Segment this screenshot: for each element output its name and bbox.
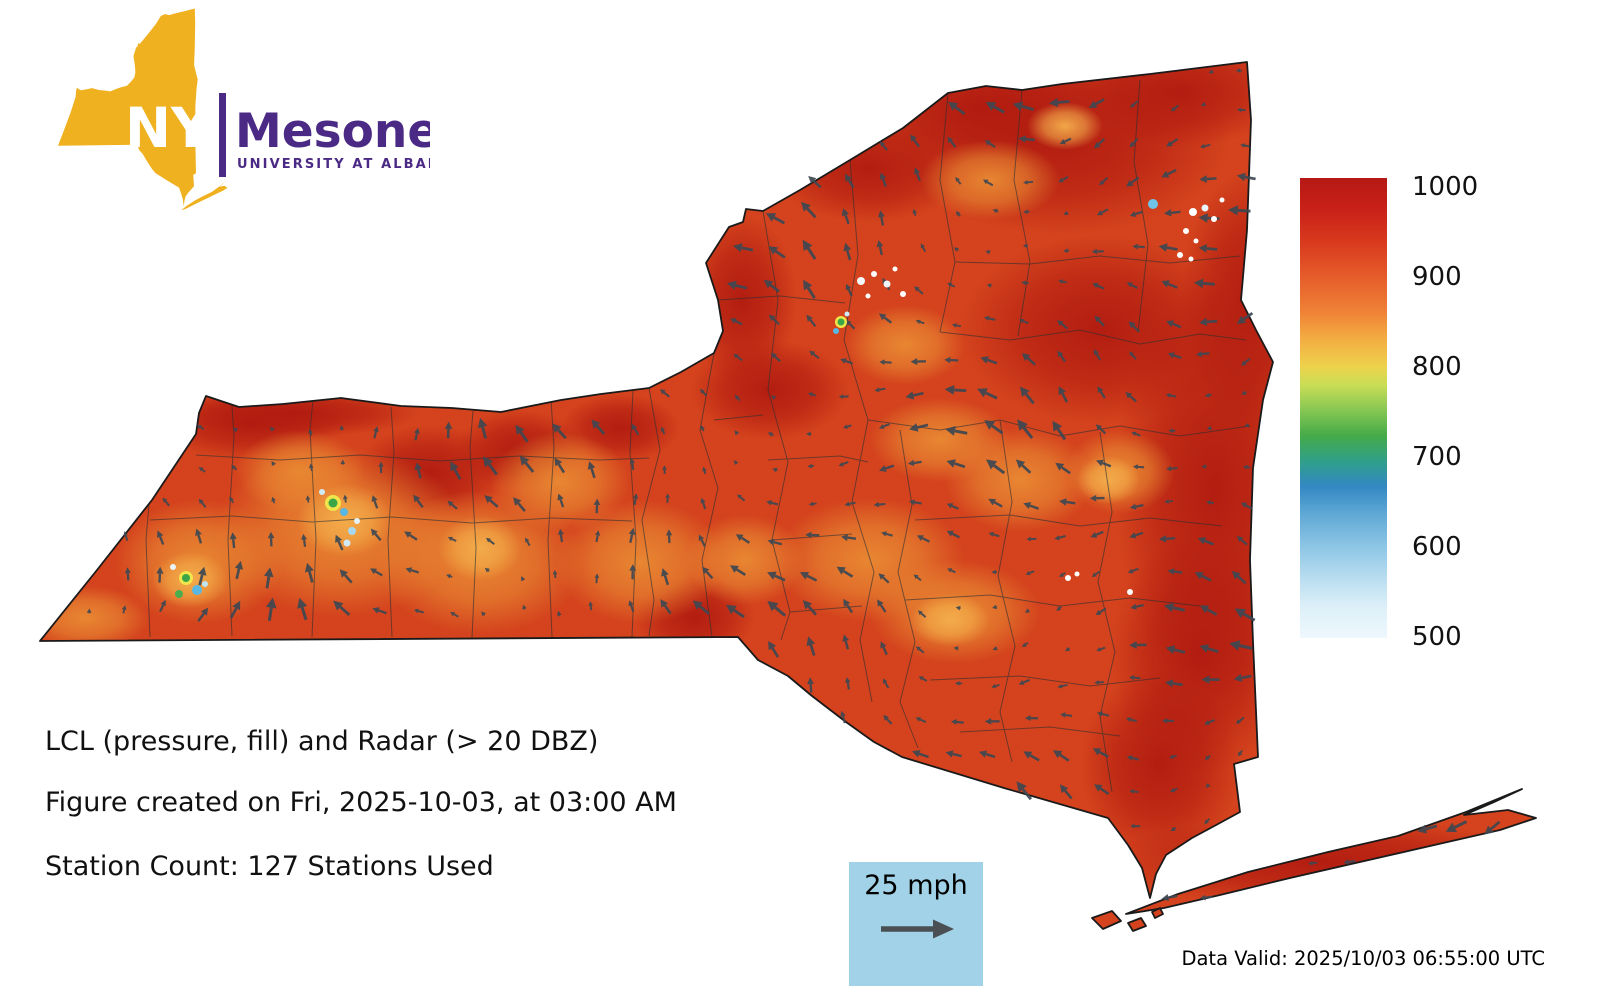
- figure-created-text: Figure created on Fri, 2025-10-03, at 03…: [45, 787, 677, 818]
- wind-vectors: [86, 68, 1501, 902]
- colorbar-tick-800: 800: [1412, 352, 1462, 382]
- logo-graphic: NYS Mesonet UNIVERSITY AT ALBANY: [58, 8, 430, 211]
- station-count-text: Station Count: 127 Stations Used: [45, 851, 494, 882]
- wind-speed-legend: 25 mph: [849, 862, 983, 986]
- radar-cells: [170, 197, 1225, 598]
- colorbar-ticks: 1000 900 800 700 600 500: [1412, 172, 1552, 652]
- logo-divider: [219, 93, 226, 177]
- colorbar-gradient: [1300, 178, 1387, 638]
- wind-arrow-icon: [881, 919, 954, 939]
- wind-speed-label: 25 mph: [864, 870, 968, 901]
- colorbar-tick-500: 500: [1412, 622, 1462, 652]
- state-border: [39, 61, 1537, 932]
- logo-acronym: NYS: [125, 96, 250, 160]
- logo-name: Mesonet: [235, 104, 430, 159]
- logo-subtitle: UNIVERSITY AT ALBANY: [237, 157, 430, 172]
- figure-title: LCL (pressure, fill) and Radar (> 20 DBZ…: [45, 726, 599, 757]
- colorbar-tick-900: 900: [1412, 262, 1462, 292]
- colorbar-tick-600: 600: [1412, 532, 1462, 562]
- county-borders: [145, 79, 1251, 793]
- ny-state-logo-shape: [58, 8, 228, 211]
- colorbar: 1000 900 800 700 600 500: [1300, 172, 1560, 652]
- colorbar-tick-1000: 1000: [1412, 172, 1479, 202]
- data-valid-timestamp: Data Valid: 2025/10/03 06:55:00 UTC: [1181, 947, 1545, 970]
- nys-mesonet-logo: NYS Mesonet UNIVERSITY AT ALBANY: [0, 0, 430, 232]
- colorbar-tick-700: 700: [1412, 442, 1462, 472]
